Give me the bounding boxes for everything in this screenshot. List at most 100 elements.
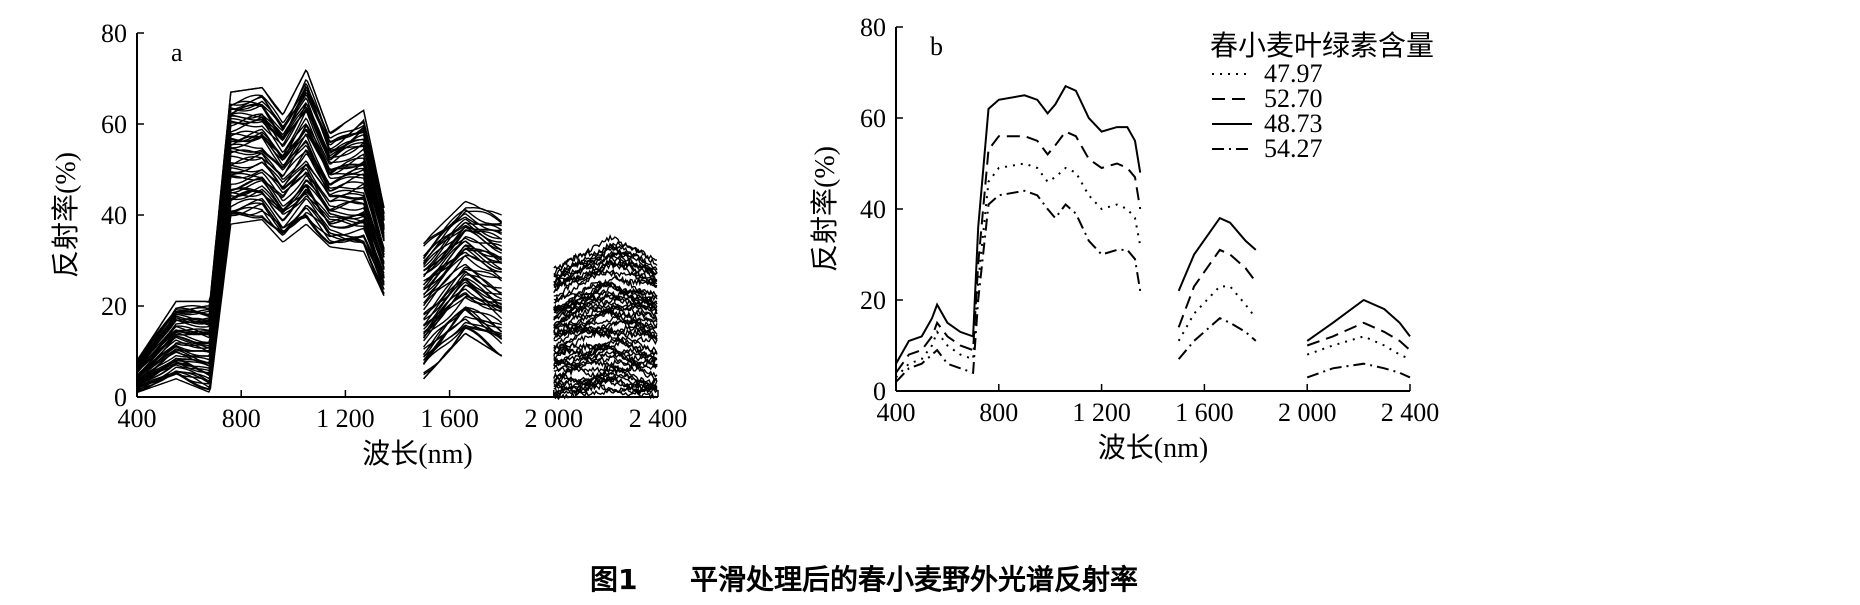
panel-a-series-segment: [423, 296, 503, 339]
panel-a-series-segment: [423, 210, 503, 247]
panel-b-x-tick-label: 400: [877, 398, 916, 427]
panel-b-legend-title: 春小麦叶绿素含量: [1210, 30, 1434, 62]
panel-b-series-48-73: [895, 84, 1411, 365]
panel-a-y-tick-label: 0: [114, 383, 127, 412]
panel-a-series-segment: [553, 364, 658, 383]
panel-b-x-tick-label: 2 400: [1381, 398, 1440, 427]
panel-b-x-tick-label: 1 600: [1175, 398, 1234, 427]
panel-a-series-segment: [423, 271, 502, 321]
panel-a-series-segment: [553, 318, 658, 342]
chart-panel-a: 400 800 1 200 1 600 2 000 2 400 0 20 40 60 80 波长(nm…: [50, 19, 687, 470]
panel-a-series-segment: [136, 168, 385, 382]
panel-a-x-axis-label: 波长(nm): [362, 438, 472, 470]
chart-panel-b: 400 800 1 200 1 600 2 000 2 400 0 20 40 60 80 波长(nm…: [809, 13, 1439, 464]
panel-b-legend-label: 47.97: [1264, 59, 1323, 88]
panel-a-x-tick-label: 1 200: [316, 404, 375, 433]
panel-a-series-line: [136, 122, 658, 374]
panel-b-x-tick-label: 800: [979, 398, 1018, 427]
panel-a-series-segment: [553, 327, 658, 350]
panel-b-legend-label: 52.70: [1264, 84, 1323, 113]
panel-a-series-segment: [423, 279, 502, 330]
panel-a-series-segment: [423, 281, 502, 333]
panel-a-series-line: [136, 69, 658, 361]
panel-a-series-segment: [553, 281, 658, 313]
panel-a-x-tick-label: 1 600: [420, 404, 479, 433]
panel-a-series-segment: [553, 242, 658, 280]
panel-a-series-segment: [136, 202, 385, 390]
panel-a-series-segment: [136, 101, 385, 368]
panel-a-x-tick-label: 400: [118, 404, 157, 433]
panel-a-series-segment: [553, 291, 658, 320]
panel-a-y-axis-label: 反射率(%): [50, 152, 82, 278]
panel-a-series-segment: [136, 86, 385, 364]
panel-b-x-tick-label: 2 000: [1278, 398, 1337, 427]
panel-b-y-tick-label: 40: [860, 195, 886, 224]
panel-a-y-tick-label: 20: [101, 292, 127, 321]
panel-b-series-line: [1306, 321, 1411, 351]
panel-a-series-segment: [553, 340, 658, 363]
panel-a-y-tick-label: 80: [101, 19, 127, 48]
panel-a-series-line: [136, 110, 658, 369]
panel-a-series-segment: [423, 218, 502, 268]
panel-a-series-segment: [423, 266, 502, 316]
panel-a-series-segment: [553, 289, 658, 315]
panel-a-series-segment: [423, 295, 503, 337]
panel-a-series-segment: [553, 372, 658, 392]
panel-a-series-segment: [136, 185, 385, 386]
panel-a-x-tick-label: 2 400: [629, 404, 688, 433]
panel-a-series-segment: [136, 85, 385, 364]
panel-b-series-line: [1306, 362, 1411, 379]
panel-a-series-segment: [423, 247, 503, 286]
panel-a-series-segment: [136, 149, 385, 378]
panel-b-series-line: [1177, 248, 1257, 328]
panel-a-series-segment: [136, 150, 385, 379]
panel-a-series-segment: [136, 188, 385, 387]
panel-a-series-segment: [423, 318, 502, 364]
panel-b-series-line: [1177, 285, 1257, 342]
panel-b-series-54-27: [895, 189, 1411, 383]
panel-a-series-segment: [553, 275, 658, 304]
figure-caption-text: 平滑处理后的春小麦野外光谱反射率: [690, 563, 1138, 596]
panel-a-series-segment: [553, 358, 658, 378]
panel-a-series-segment: [136, 82, 385, 365]
panel-b-y-tick-label: 20: [860, 286, 886, 315]
panel-a-series-segment: [423, 209, 502, 257]
panel-a-series-segment: [553, 366, 658, 387]
panel-b-x-axis-label: 波长(nm): [1098, 432, 1208, 464]
panel-a-series-segment: [423, 244, 503, 290]
panel-a-series-segment: [136, 117, 385, 372]
panel-a-series-segment: [136, 122, 385, 374]
panel-b-series-line: [1177, 317, 1257, 360]
panel-a-series-segment: [553, 326, 658, 351]
panel-a-series-segment: [136, 218, 385, 394]
panel-b-legend-label: 54.27: [1264, 134, 1323, 163]
panel-b-series-line: [1306, 335, 1411, 361]
panel-a-series-segment: [136, 144, 385, 377]
panel-b-panel-label: b: [930, 32, 943, 61]
panel-a-series-segment: [136, 110, 385, 369]
panel-a-series-segment: [553, 351, 658, 374]
panel-a-series-segment: [553, 259, 658, 293]
panel-a-series-segment: [136, 171, 385, 382]
panel-a-series-segment: [423, 277, 502, 326]
panel-a-series-segment: [423, 263, 502, 311]
panel-a-series-segment: [136, 103, 385, 368]
panel-b-x-tick-label: 1 200: [1072, 398, 1131, 427]
figure-caption-number: 图1: [590, 563, 637, 596]
panel-a-series-segment: [423, 237, 502, 278]
panel-a-series-segment: [553, 234, 658, 270]
panel-b-series-line: [895, 189, 1142, 383]
panel-a-series-segment: [553, 342, 658, 364]
panel-a-series-segment: [553, 314, 658, 336]
panel-a-series-segment: [423, 229, 503, 266]
panel-a-series-segment: [553, 310, 658, 337]
panel-b-series-line: [895, 130, 1142, 374]
panel-b-series-line: [895, 162, 1142, 379]
panel-a-series-segment: [423, 309, 502, 356]
panel-a-series-segment: [553, 302, 658, 330]
panel-a-y-tick-label: 40: [101, 201, 127, 230]
panel-a-x-tick-label: 800: [222, 404, 261, 433]
panel-b-series-line: [1177, 216, 1257, 292]
panel-b-y-tick-label: 60: [860, 104, 886, 133]
